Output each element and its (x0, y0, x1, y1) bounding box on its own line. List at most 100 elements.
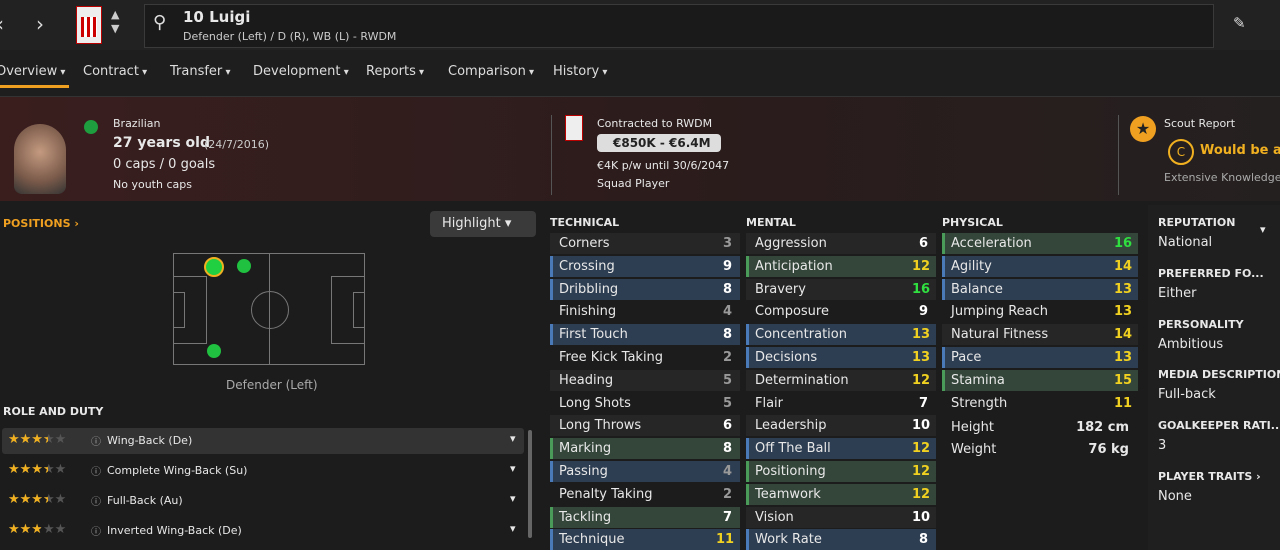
attribute-row (746, 529, 936, 550)
sidebar-title: REPUTATION (1158, 216, 1236, 229)
highlight-button[interactable]: Highlight ▾ (430, 211, 536, 237)
squad-status: Squad Player (597, 177, 670, 190)
attribute-name: Teamwork (755, 486, 821, 502)
attribute-value: 16 (1114, 236, 1133, 251)
attribute-name: Aggression (755, 236, 827, 251)
attribute-value: 7 (722, 509, 732, 525)
attribute-row (550, 461, 740, 482)
player-face (14, 124, 66, 194)
attribute-name: Determination (755, 372, 849, 388)
role-name[interactable]: Wing-Back (De) (107, 434, 193, 447)
attribute-name: Balance (951, 281, 1003, 297)
player-switcher[interactable]: ▲ ▼ (111, 8, 120, 35)
value-pill: €850K - €6.4M (597, 134, 721, 152)
attribute-row (942, 392, 1138, 414)
attribute-row (746, 347, 936, 368)
attribute-name: Dribbling (559, 281, 619, 297)
tab-bar (0, 50, 1280, 97)
attribute-name: Decisions (755, 350, 818, 365)
sidebar-value: None (1158, 489, 1192, 504)
attribute-value: 16 (912, 281, 931, 297)
attribute-name: Heading (559, 372, 614, 388)
attribute-row (942, 233, 1138, 254)
attribute-name: Strength (951, 395, 1008, 411)
attribute-group-title: TECHNICAL (550, 216, 620, 229)
scout-title: Scout Report (1164, 117, 1236, 130)
attribute-row (550, 278, 740, 300)
attribute-value: 10 (912, 418, 931, 434)
tab[interactable]: Transfer ▾ (170, 64, 231, 79)
tab-underline (0, 85, 69, 88)
role-name[interactable]: Inverted Wing-Back (De) (107, 524, 242, 537)
attribute-group-title: MENTAL (746, 216, 796, 229)
attribute-value: 4 (722, 464, 732, 479)
tab[interactable]: History ▾ (553, 64, 608, 79)
attribute-row (942, 278, 1138, 300)
attribute-row (550, 301, 740, 323)
position-dot-selected[interactable] (204, 257, 224, 277)
scrollbar[interactable] (528, 430, 532, 538)
sidebar-value: Either (1158, 285, 1197, 301)
back-button[interactable]: ‹ (0, 12, 4, 36)
role-name[interactable]: Complete Wing-Back (Su) (107, 464, 248, 477)
attribute-value: 9 (918, 304, 928, 320)
attribute-value: 4 (722, 304, 732, 320)
attribute-row (746, 483, 936, 505)
player-subtitle: Defender (Left) / D (R), WB (L) - RWDM (183, 30, 397, 43)
attribute-value: 15 (1114, 372, 1133, 388)
position-dot[interactable] (207, 344, 221, 358)
tab[interactable]: Development ▾ (253, 64, 349, 79)
attribute-name: Free Kick Taking (559, 350, 664, 365)
nationality: Brazilian (113, 117, 161, 130)
attribute-value: 12 (912, 441, 931, 457)
attribute-value: 12 (912, 464, 931, 479)
position-label: Defender (Left) (226, 378, 318, 392)
divider (551, 115, 552, 195)
attribute-name: Tackling (559, 509, 612, 525)
attribute-name: Finishing (559, 304, 617, 320)
tab[interactable]: Reports ▾ (366, 64, 425, 79)
attribute-row (746, 278, 936, 300)
attribute-name: Jumping Reach (951, 304, 1049, 320)
tab[interactable]: Contract ▾ (83, 64, 148, 79)
role-stars: ★★★★★★★★★★ (8, 432, 67, 447)
sidebar-title: MEDIA DESCRIPTION (1158, 368, 1280, 382)
sidebar-bg (1148, 205, 1280, 550)
attribute-value: 8 (918, 532, 928, 548)
attribute-value: 13 (1114, 281, 1133, 297)
attribute-name: Penalty Taking (559, 486, 653, 502)
attribute-value: 11 (1114, 395, 1133, 411)
search-box[interactable] (144, 4, 1214, 48)
attribute-name: Marking (559, 441, 612, 457)
attribute-value: 13 (912, 350, 931, 365)
position-dot[interactable] (237, 259, 251, 273)
role-stars: ★★★★★★★★★★ (8, 462, 67, 477)
attribute-value: 12 (912, 372, 931, 388)
attribute-group-title: PHYSICAL (942, 216, 1003, 229)
attribute-row (550, 438, 740, 460)
attribute-name: Concentration (755, 327, 847, 343)
attribute-name: First Touch (559, 327, 628, 343)
dob: (24/7/2016) (204, 138, 269, 151)
attribute-value: 14 (1114, 258, 1133, 274)
forward-button[interactable]: › (36, 12, 44, 36)
edit-button[interactable]: ✎ (1233, 14, 1246, 32)
attribute-value: 3 (722, 236, 732, 251)
role-name[interactable]: Full-Back (Au) (107, 494, 183, 507)
sidebar-value: Full-back (1158, 387, 1216, 403)
attribute-row (550, 233, 740, 254)
attribute-row (942, 347, 1138, 368)
attribute-value: 5 (722, 372, 732, 388)
attribute-row (550, 415, 740, 437)
reputation-expand: ▾ (1260, 223, 1266, 236)
attribute-value: 13 (1114, 304, 1133, 320)
attribute-value: 9 (722, 258, 732, 274)
attribute-name: Crossing (559, 258, 615, 274)
tab[interactable]: Comparison ▾ (448, 64, 535, 79)
tab[interactable]: Overview ▾ (0, 64, 66, 79)
role-expand: ▾ (510, 432, 516, 445)
divider (1118, 115, 1119, 195)
attribute-name: Off The Ball (755, 441, 831, 457)
attribute-name: Flair (755, 395, 784, 411)
